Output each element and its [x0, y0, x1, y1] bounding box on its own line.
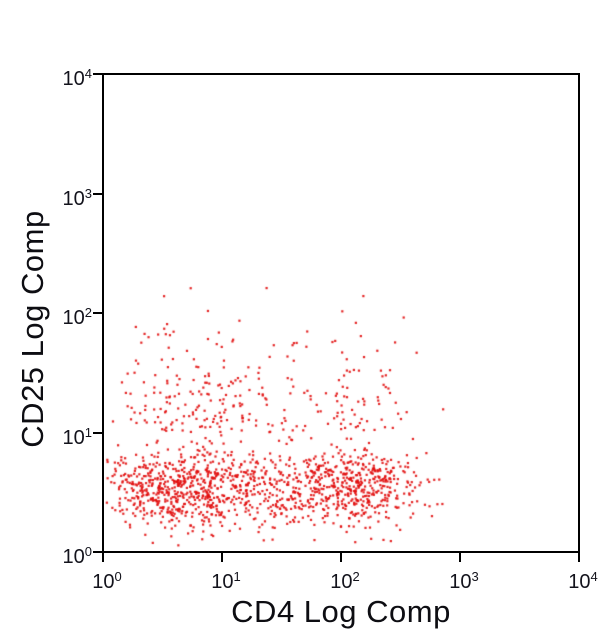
y-tick-label: 102 [62, 305, 92, 329]
x-tick-label: 104 [568, 569, 598, 593]
x-axis-title: CD4 Log Comp [231, 594, 451, 629]
y-tick-label: 100 [62, 544, 92, 568]
y-tick-mark [93, 192, 102, 195]
x-tick-mark [578, 553, 580, 562]
y-tick-mark [93, 431, 102, 434]
y-tick-label: 101 [62, 424, 92, 449]
x-tick-mark [340, 553, 342, 562]
y-tick-mark [93, 73, 102, 75]
x-tick-mark [221, 553, 223, 562]
scatter-points-canvas [104, 75, 578, 551]
x-tick-mark [102, 553, 104, 562]
x-tick-label: 101 [211, 569, 241, 593]
x-tick-label: 103 [449, 569, 479, 593]
plot-area [102, 73, 580, 553]
y-tick-label: 104 [62, 66, 92, 90]
y-tick-mark [93, 312, 102, 314]
y-tick-label: 103 [62, 185, 92, 210]
y-tick-mark [93, 551, 102, 553]
x-tick-label: 102 [330, 569, 360, 593]
x-tick-label: 100 [92, 569, 122, 593]
x-tick-mark [459, 553, 461, 562]
